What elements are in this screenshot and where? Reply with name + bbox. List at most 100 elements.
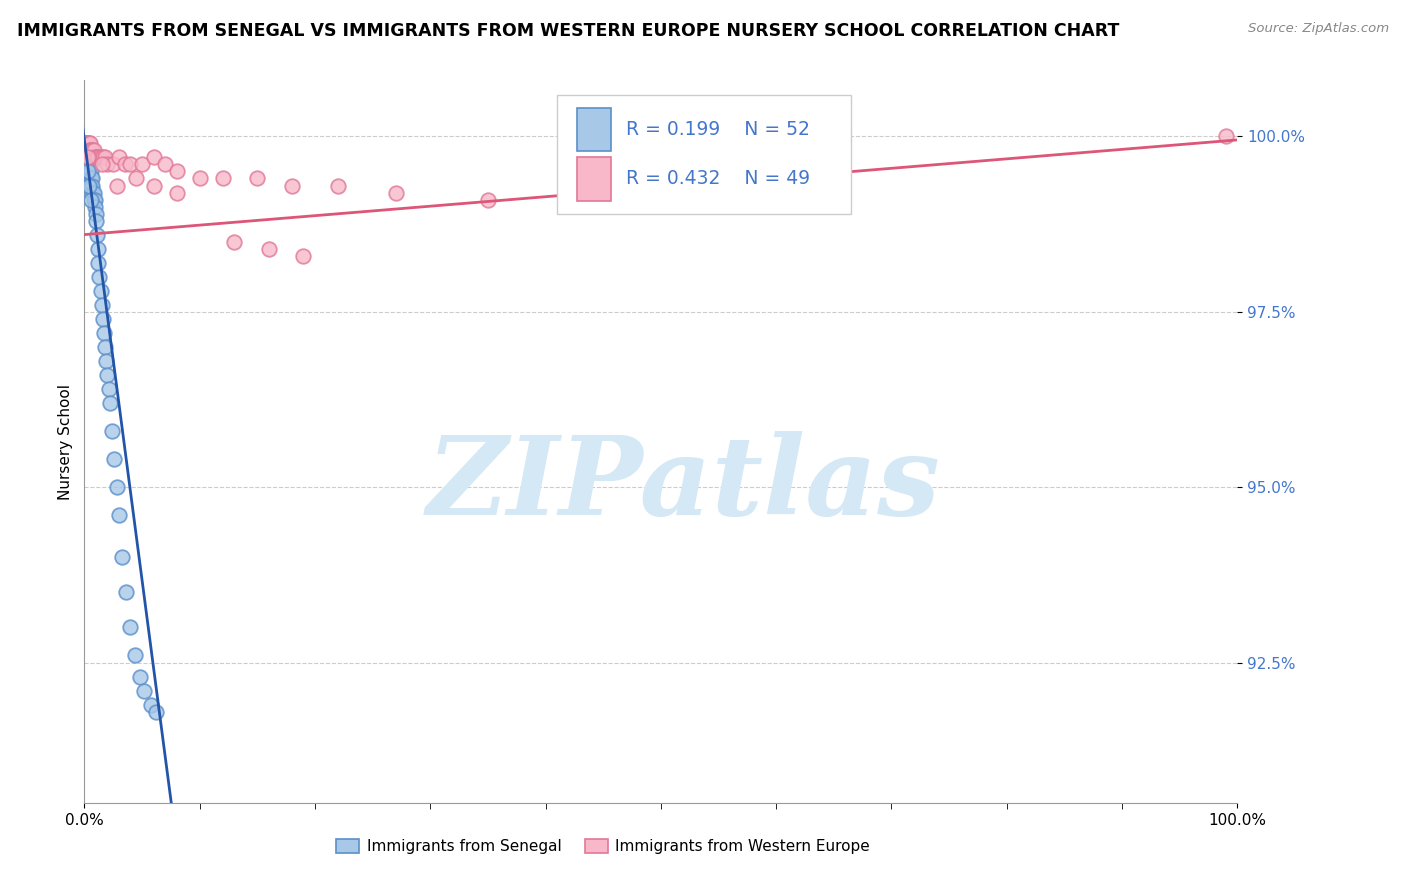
- Point: [76, 144, 98, 158]
- Bar: [576, 157, 612, 201]
- Point: [77, 157, 100, 171]
- Point: [90, 298, 112, 312]
- Point: [76, 151, 98, 165]
- Point: [141, 698, 163, 712]
- Point: [477, 193, 499, 207]
- Point: [76, 136, 98, 151]
- Point: [89, 284, 111, 298]
- Point: [557, 193, 579, 207]
- Point: [145, 705, 167, 719]
- Point: [83, 151, 105, 165]
- Point: [326, 178, 349, 193]
- Text: Source: ZipAtlas.com: Source: ZipAtlas.com: [1249, 22, 1389, 36]
- Point: [76, 157, 98, 171]
- Point: [89, 269, 111, 284]
- Point: [82, 178, 104, 193]
- Point: [77, 136, 100, 151]
- Point: [142, 178, 165, 193]
- Point: [103, 157, 124, 171]
- Y-axis label: Nursery School: Nursery School: [58, 384, 73, 500]
- Point: [134, 683, 156, 698]
- Point: [94, 151, 117, 165]
- Point: [90, 157, 112, 171]
- Point: [98, 396, 121, 410]
- Point: [82, 144, 104, 158]
- Point: [84, 206, 107, 220]
- Point: [103, 452, 125, 467]
- Point: [76, 136, 98, 151]
- Point: [91, 151, 114, 165]
- Point: [108, 508, 131, 523]
- Point: [80, 178, 103, 193]
- Point: [77, 144, 100, 158]
- Point: [124, 648, 146, 663]
- Point: [125, 171, 148, 186]
- Point: [79, 171, 101, 186]
- Point: [292, 249, 315, 263]
- Text: IMMIGRANTS FROM SENEGAL VS IMMIGRANTS FROM WESTERN EUROPE NURSERY SCHOOL CORRELA: IMMIGRANTS FROM SENEGAL VS IMMIGRANTS FR…: [17, 22, 1119, 40]
- Point: [83, 144, 105, 158]
- Point: [83, 193, 105, 207]
- Point: [79, 144, 101, 158]
- Point: [115, 585, 138, 599]
- Point: [211, 171, 233, 186]
- Point: [91, 311, 114, 326]
- Point: [166, 186, 188, 200]
- Point: [166, 164, 188, 178]
- Bar: [576, 108, 612, 152]
- Point: [96, 157, 118, 171]
- Point: [77, 151, 100, 165]
- Text: ZIPatlas: ZIPatlas: [427, 431, 941, 539]
- Point: [75, 136, 97, 151]
- Point: [87, 151, 110, 165]
- Legend: Immigrants from Senegal, Immigrants from Western Europe: Immigrants from Senegal, Immigrants from…: [330, 833, 876, 860]
- Point: [83, 186, 105, 200]
- Point: [120, 157, 142, 171]
- Point: [131, 157, 153, 171]
- Point: [97, 382, 120, 396]
- Point: [76, 144, 98, 158]
- Point: [1215, 129, 1237, 144]
- Point: [83, 200, 105, 214]
- Point: [80, 171, 103, 186]
- Text: R = 0.432    N = 49: R = 0.432 N = 49: [626, 169, 810, 188]
- Point: [79, 164, 101, 178]
- Point: [84, 213, 107, 227]
- Point: [75, 136, 97, 151]
- Point: [108, 151, 131, 165]
- Point: [105, 480, 128, 494]
- Point: [114, 157, 136, 171]
- Point: [281, 178, 304, 193]
- Point: [94, 340, 117, 354]
- Point: [101, 424, 124, 438]
- Point: [79, 136, 101, 151]
- Point: [82, 186, 104, 200]
- Point: [188, 171, 211, 186]
- Point: [76, 164, 98, 178]
- Point: [80, 144, 103, 158]
- Point: [82, 171, 104, 186]
- Point: [83, 193, 105, 207]
- Point: [96, 354, 118, 368]
- Point: [80, 144, 103, 158]
- Point: [84, 151, 107, 165]
- Point: [86, 151, 108, 165]
- Point: [77, 178, 100, 193]
- Point: [246, 171, 269, 186]
- Point: [89, 151, 111, 165]
- Point: [83, 151, 105, 165]
- Point: [96, 368, 118, 382]
- Point: [153, 157, 176, 171]
- Point: [111, 550, 134, 565]
- Point: [76, 151, 98, 165]
- Point: [82, 151, 104, 165]
- Point: [120, 620, 142, 634]
- Point: [76, 151, 98, 165]
- Point: [142, 151, 165, 165]
- Point: [76, 136, 98, 151]
- Point: [384, 186, 406, 200]
- Point: [80, 164, 103, 178]
- Point: [76, 151, 98, 165]
- Point: [80, 193, 103, 207]
- Point: [87, 255, 110, 269]
